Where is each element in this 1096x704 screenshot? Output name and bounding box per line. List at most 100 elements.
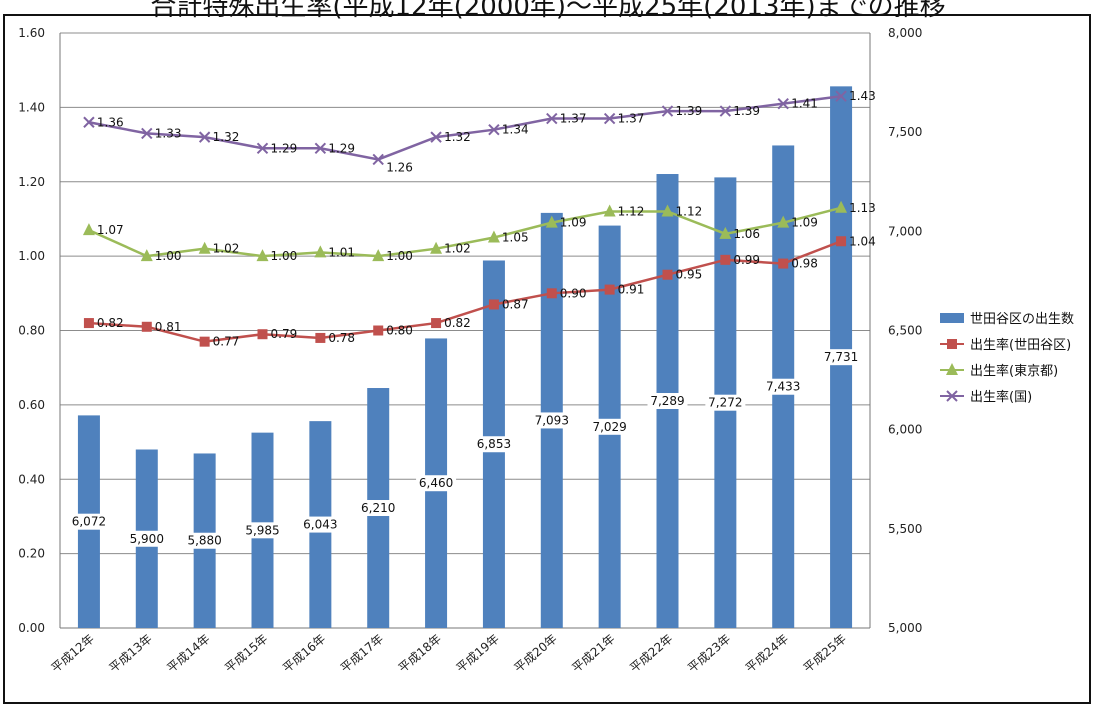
x-tick-label: 平成20年 xyxy=(511,632,559,676)
legend-label: 出生率(国) xyxy=(970,389,1032,405)
point-label: 0.98 xyxy=(791,257,818,271)
bar-label-bg xyxy=(763,378,804,395)
legend-marker xyxy=(946,390,958,402)
point-label: 0.82 xyxy=(444,316,471,330)
series-point xyxy=(836,236,847,247)
point-label: 1.00 xyxy=(155,249,182,263)
bar-value-label: 7,433 xyxy=(766,380,800,394)
point-label: 1.39 xyxy=(676,104,703,118)
bar-value-label: 7,272 xyxy=(708,396,742,410)
series-point xyxy=(720,254,731,265)
series-point xyxy=(256,249,269,262)
point-label: 1.32 xyxy=(213,130,240,144)
y-left-tick-label: 0.00 xyxy=(18,621,45,635)
y-left-tick-label: 0.20 xyxy=(18,547,45,561)
point-label: 1.29 xyxy=(328,141,355,155)
point-label: 1.43 xyxy=(849,89,876,103)
point-label: 0.87 xyxy=(502,297,529,311)
x-tick-label: 平成23年 xyxy=(685,632,733,676)
y-right-tick-label: 8,000 xyxy=(888,26,922,40)
series-point xyxy=(719,226,732,239)
series-line xyxy=(88,94,842,161)
point-label: 1.09 xyxy=(560,216,587,230)
legend-marker xyxy=(946,363,958,375)
bar-value-label: 6,043 xyxy=(303,518,337,532)
series-point xyxy=(373,325,384,336)
point-label: 1.00 xyxy=(271,249,298,263)
series-point xyxy=(431,318,442,329)
bar-value-label: 7,289 xyxy=(650,394,684,408)
series-point xyxy=(198,131,211,143)
series-point xyxy=(835,90,847,102)
point-label: 1.05 xyxy=(502,231,529,245)
bar-value-label: 7,731 xyxy=(824,350,858,364)
y-left-tick-label: 0.80 xyxy=(18,324,45,338)
point-label: 0.90 xyxy=(560,286,587,300)
series-point xyxy=(199,336,210,347)
series-point xyxy=(546,112,558,125)
point-label: 1.33 xyxy=(155,126,182,140)
series-point xyxy=(141,127,153,140)
bar-value-label: 5,900 xyxy=(130,532,164,546)
point-label: 1.07 xyxy=(97,223,124,237)
legend-label: 世田谷区の出生数 xyxy=(970,312,1074,327)
point-label: 1.02 xyxy=(444,242,471,256)
point-label: 1.37 xyxy=(560,112,587,126)
point-label: 1.09 xyxy=(791,216,818,230)
series-point xyxy=(315,332,326,343)
legend-label: 出生率(東京都) xyxy=(970,363,1058,379)
point-label: 1.02 xyxy=(213,242,240,256)
bar-value-label: 7,029 xyxy=(592,420,626,434)
series-point xyxy=(546,288,557,299)
y-left-tick-label: 1.40 xyxy=(18,100,45,114)
series-point xyxy=(661,204,674,217)
point-label: 0.79 xyxy=(271,327,298,341)
point-label: 1.13 xyxy=(849,201,876,215)
x-tick-label: 平成13年 xyxy=(106,632,154,676)
series-point xyxy=(372,249,385,262)
point-label: 1.12 xyxy=(676,205,703,219)
bar-label-bg xyxy=(126,530,167,547)
x-tick-label: 平成19年 xyxy=(454,632,502,676)
legend-label: 出生率(世田谷区) xyxy=(970,337,1071,353)
series-point xyxy=(198,241,211,254)
bar-label-bg xyxy=(242,522,283,539)
series-point xyxy=(604,284,615,295)
series-point xyxy=(487,230,500,243)
point-label: 1.32 xyxy=(444,130,471,144)
y-right-tick-label: 6,500 xyxy=(888,324,922,338)
series-point xyxy=(83,116,95,128)
series-point xyxy=(603,112,616,125)
bar-label-bg xyxy=(416,475,457,492)
y-right-tick-label: 7,000 xyxy=(888,224,922,238)
y-left-tick-label: 0.40 xyxy=(18,472,45,486)
bar-value-label: 6,853 xyxy=(477,437,511,451)
x-tick-label: 平成14年 xyxy=(164,632,212,676)
bar-value-label: 5,985 xyxy=(245,523,279,537)
series-point xyxy=(430,241,443,254)
point-label: 1.39 xyxy=(733,104,760,118)
bar-label-bg xyxy=(705,394,746,411)
point-label: 1.04 xyxy=(849,234,876,248)
point-label: 1.01 xyxy=(328,245,355,259)
point-label: 1.29 xyxy=(271,141,298,155)
series-point xyxy=(256,142,269,154)
point-label: 0.78 xyxy=(328,331,355,345)
series-point xyxy=(140,249,153,262)
bar-label-bg xyxy=(647,393,688,410)
legend-marker xyxy=(947,339,957,349)
y-left-tick-label: 1.60 xyxy=(18,26,45,40)
series-point xyxy=(314,142,327,154)
series-point xyxy=(314,245,327,258)
point-label: 1.37 xyxy=(618,112,645,126)
x-tick-label: 平成22年 xyxy=(627,632,675,676)
legend-swatch xyxy=(940,313,964,323)
series-point xyxy=(662,269,673,280)
x-tick-label: 平成15年 xyxy=(222,632,270,676)
bar-label-bg xyxy=(531,412,572,429)
series-point xyxy=(777,97,789,110)
x-tick-label: 平成17年 xyxy=(338,632,386,676)
bar-value-label: 6,072 xyxy=(72,515,106,529)
bar-label-bg xyxy=(300,516,341,533)
point-label: 1.34 xyxy=(502,123,529,137)
